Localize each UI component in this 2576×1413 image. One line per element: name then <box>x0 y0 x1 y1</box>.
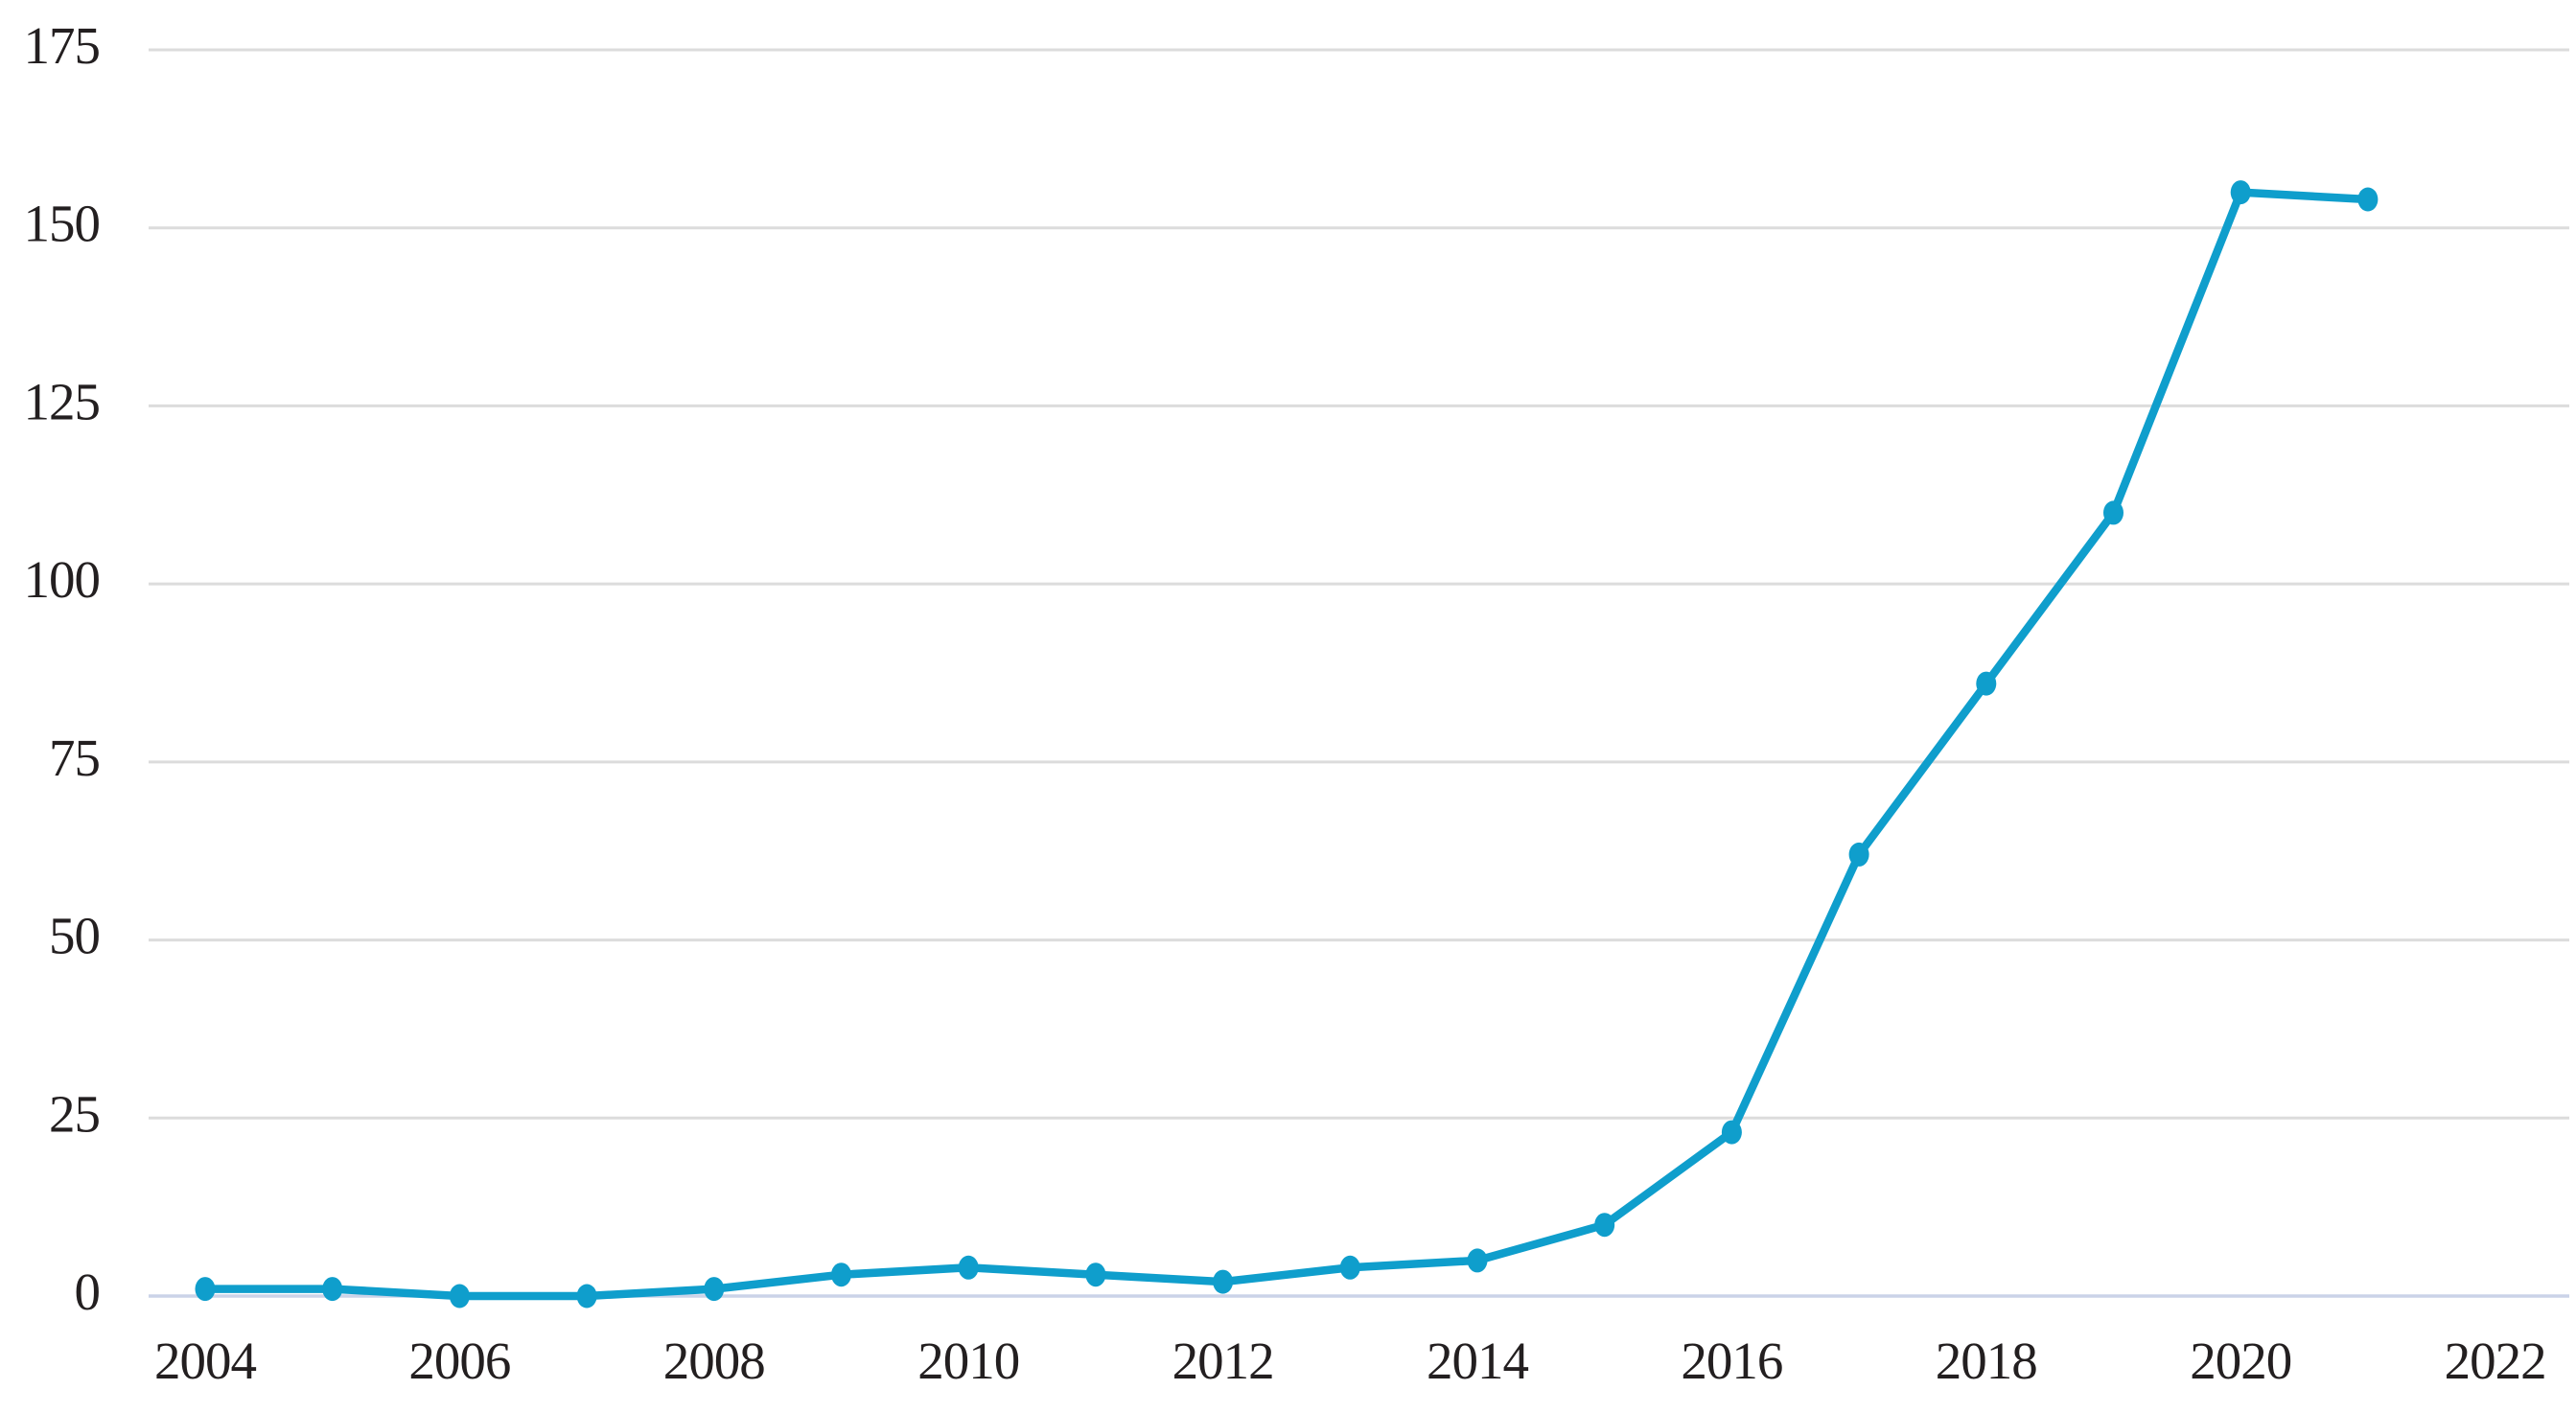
data-point <box>2357 187 2379 212</box>
x-axis-tick-label: 2016 <box>1681 1332 1782 1390</box>
data-point <box>576 1284 597 1309</box>
x-axis-tick-label: 2018 <box>1936 1332 2037 1390</box>
x-axis-tick-label: 2014 <box>1427 1332 1529 1390</box>
y-axis-tick-label: 125 <box>24 372 101 430</box>
y-axis-tick-label: 100 <box>24 550 101 609</box>
x-axis-tick-label: 2020 <box>2190 1332 2291 1390</box>
y-axis-tick-label: 150 <box>24 195 101 253</box>
x-axis-tick-label: 2022 <box>2445 1332 2546 1390</box>
data-point <box>1467 1248 1488 1273</box>
x-axis-tick-label: 2004 <box>154 1332 257 1390</box>
data-point <box>322 1277 343 1302</box>
data-point <box>195 1277 216 1302</box>
x-axis-tick-label: 2008 <box>663 1332 765 1390</box>
data-point <box>449 1284 470 1309</box>
data-point <box>1085 1262 1106 1287</box>
x-axis-tick-label: 2012 <box>1172 1332 1274 1390</box>
y-axis-tick-label: 175 <box>24 16 101 75</box>
data-point <box>1594 1213 1615 1238</box>
data-point <box>1721 1120 1742 1145</box>
y-axis-tick-label: 75 <box>49 729 100 787</box>
data-point <box>2230 180 2251 205</box>
data-line <box>200 188 2373 1301</box>
x-axis-tick-label: 2010 <box>917 1332 1019 1390</box>
data-point <box>1848 842 1869 867</box>
x-axis-tick-label: 2006 <box>408 1332 510 1390</box>
data-point <box>2103 500 2123 525</box>
y-axis-tick-label: 25 <box>49 1084 100 1143</box>
data-point <box>831 1262 851 1287</box>
data-point <box>704 1277 725 1302</box>
data-point <box>958 1255 979 1280</box>
y-axis-tick-label: 0 <box>75 1262 101 1321</box>
data-point <box>1213 1269 1234 1294</box>
data-point <box>1339 1255 1360 1280</box>
y-axis-tick-label: 50 <box>49 907 100 965</box>
data-point <box>1976 671 1997 696</box>
